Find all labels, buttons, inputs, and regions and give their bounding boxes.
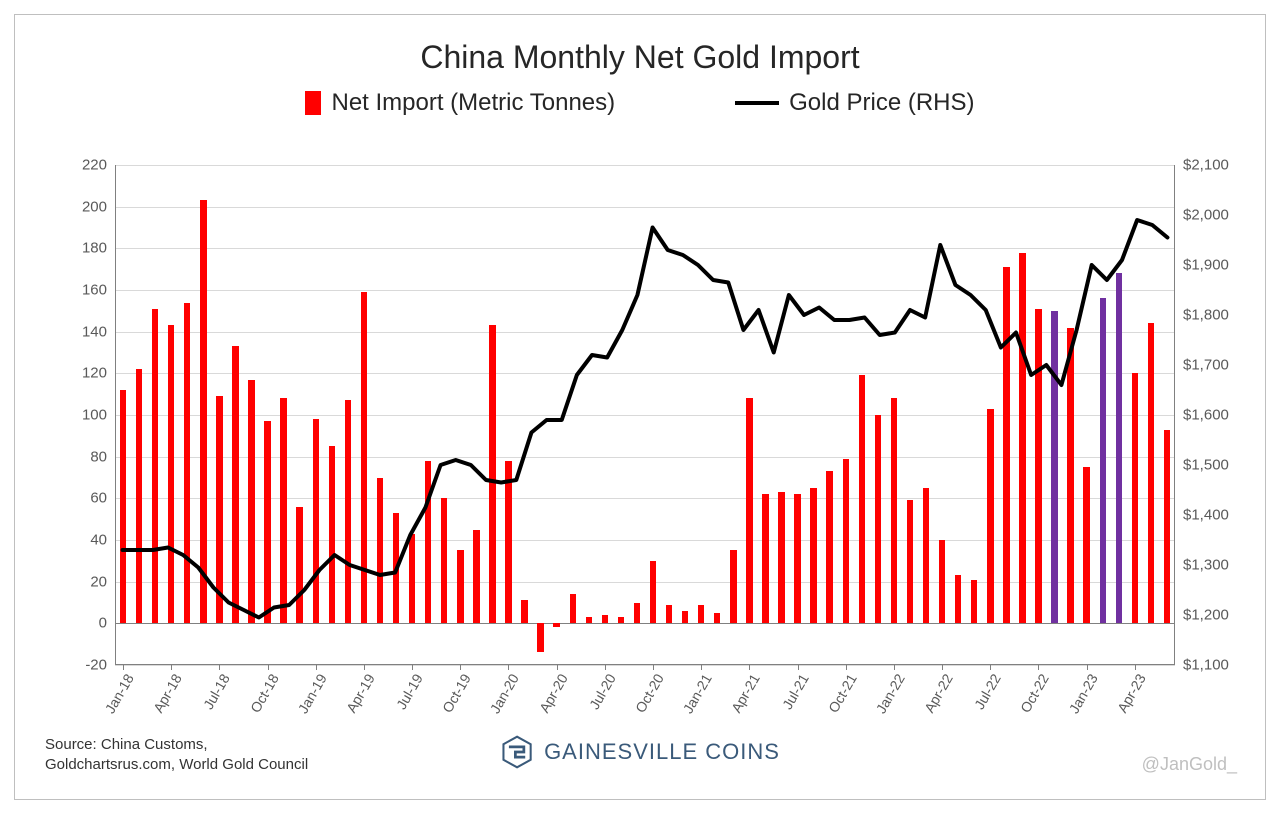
ytick-right: $2,000 xyxy=(1183,207,1263,224)
ytick-right: $1,900 xyxy=(1183,257,1263,274)
ytick-right: $1,800 xyxy=(1183,307,1263,324)
xtick-label: Oct-21 xyxy=(825,671,860,715)
xtick-label: Jan-18 xyxy=(102,671,137,716)
ytick-right: $1,400 xyxy=(1183,507,1263,524)
ytick-left: 80 xyxy=(47,448,107,465)
legend-line-label: Gold Price (RHS) xyxy=(789,89,974,117)
xtick-label: Apr-18 xyxy=(150,671,185,715)
xtick-label: Jul-22 xyxy=(971,671,1004,712)
ytick-left: 120 xyxy=(47,365,107,382)
legend-bar-label: Net Import (Metric Tonnes) xyxy=(331,89,615,117)
xtick-label: Jan-22 xyxy=(873,671,908,716)
xtick-label: Jan-23 xyxy=(1065,671,1100,716)
plot-area: -20020406080100120140160180200220$1,100$… xyxy=(115,165,1175,665)
brand-icon xyxy=(500,735,534,769)
ytick-left: 60 xyxy=(47,490,107,507)
brand-logo: GAINESVILLE COINS xyxy=(500,735,780,769)
ytick-left: 40 xyxy=(47,532,107,549)
xtick-label: Jul-21 xyxy=(778,671,811,712)
xtick-label: Apr-23 xyxy=(1114,671,1149,715)
chart-title: China Monthly Net Gold Import xyxy=(15,39,1265,76)
ytick-right: $1,500 xyxy=(1183,457,1263,474)
xtick-label: Oct-22 xyxy=(1017,671,1052,715)
chart-frame: China Monthly Net Gold Import Net Import… xyxy=(14,14,1266,800)
ytick-right: $1,300 xyxy=(1183,557,1263,574)
ytick-left: 140 xyxy=(47,323,107,340)
brand-text: GAINESVILLE COINS xyxy=(544,739,780,765)
ytick-left: 200 xyxy=(47,198,107,215)
xtick-label: Oct-20 xyxy=(632,671,667,715)
xtick-label: Jan-20 xyxy=(487,671,522,716)
legend-item-line: Gold Price (RHS) xyxy=(735,89,974,117)
watermark: @JanGold_ xyxy=(1142,754,1237,775)
ytick-right: $2,100 xyxy=(1183,157,1263,174)
ytick-left: 100 xyxy=(47,407,107,424)
xtick-label: Apr-19 xyxy=(343,671,378,715)
gold-price-line xyxy=(123,220,1168,618)
ytick-left: 220 xyxy=(47,157,107,174)
legend-line-swatch xyxy=(735,101,779,105)
ytick-right: $1,600 xyxy=(1183,407,1263,424)
legend-bar-swatch xyxy=(305,91,321,115)
xtick-label: Jul-19 xyxy=(393,671,426,712)
xtick-label: Jul-18 xyxy=(200,671,233,712)
xtick-label: Jul-20 xyxy=(586,671,619,712)
ytick-right: $1,200 xyxy=(1183,607,1263,624)
xtick-label: Apr-22 xyxy=(921,671,956,715)
ytick-left: 0 xyxy=(47,615,107,632)
ytick-left: 160 xyxy=(47,282,107,299)
xtick-label: Oct-18 xyxy=(247,671,282,715)
xtick-label: Apr-21 xyxy=(728,671,763,715)
legend: Net Import (Metric Tonnes) Gold Price (R… xyxy=(15,89,1265,117)
ytick-left: 180 xyxy=(47,240,107,257)
ytick-left: -20 xyxy=(47,657,107,674)
ytick-right: $1,100 xyxy=(1183,657,1263,674)
ytick-right: $1,700 xyxy=(1183,357,1263,374)
xtick-label: Jan-19 xyxy=(294,671,329,716)
source-text: Source: China Customs, Goldchartsrus.com… xyxy=(45,735,308,776)
xtick-label: Apr-20 xyxy=(536,671,571,715)
ytick-left: 20 xyxy=(47,573,107,590)
xtick-label: Jan-21 xyxy=(680,671,715,716)
legend-item-bars: Net Import (Metric Tonnes) xyxy=(305,89,615,117)
xtick-label: Oct-19 xyxy=(439,671,474,715)
